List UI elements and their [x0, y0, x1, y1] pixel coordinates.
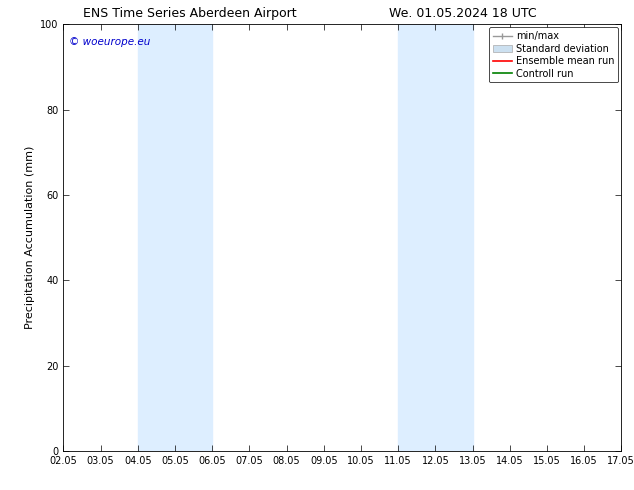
Y-axis label: Precipitation Accumulation (mm): Precipitation Accumulation (mm)	[25, 146, 35, 329]
Legend: min/max, Standard deviation, Ensemble mean run, Controll run: min/max, Standard deviation, Ensemble me…	[489, 27, 618, 82]
Text: We. 01.05.2024 18 UTC: We. 01.05.2024 18 UTC	[389, 7, 536, 21]
Text: © woeurope.eu: © woeurope.eu	[69, 37, 150, 48]
Text: ENS Time Series Aberdeen Airport: ENS Time Series Aberdeen Airport	[84, 7, 297, 21]
Bar	[398, 24, 472, 451]
Bar	[138, 24, 212, 451]
